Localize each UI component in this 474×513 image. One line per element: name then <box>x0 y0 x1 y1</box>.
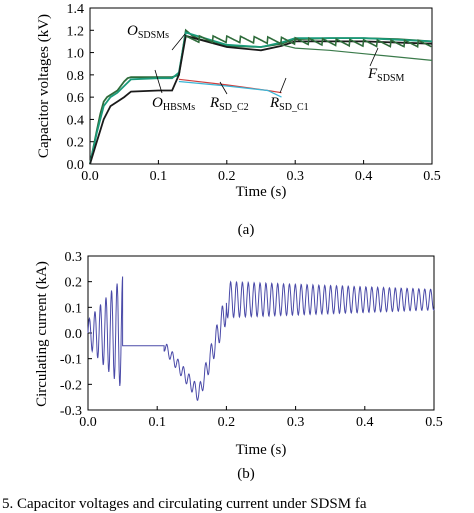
panel-a-ticks: 0.0 0.1 0.2 0.3 0.4 0.5 0.0 0.2 0.4 0.6 0.8 1.0 1.2 1… <box>67 2 441 184</box>
x-tick-label: 0.2 <box>218 169 236 184</box>
panel-a-series-line <box>178 80 282 98</box>
panel-b-ticks: 0.0 0.1 0.2 0.3 0.4 0.5 0.3 0.2 0.1 0.0 -0.1 -0.2 -0… <box>60 250 443 430</box>
x-tick-label: 0.5 <box>423 169 441 184</box>
panel-a-series-line <box>281 44 433 61</box>
annotation-leaders <box>154 33 379 95</box>
panel-a-series-line <box>89 34 433 165</box>
y-tick-label: 0.0 <box>67 158 85 173</box>
y-tick-label: 0.3 <box>65 250 83 265</box>
x-tick-label: 0.0 <box>81 169 99 184</box>
y-tick-label: 1.0 <box>67 47 85 62</box>
annotation-r-sd-c1: RSD_C1 <box>269 95 309 113</box>
y-tick-label: 0.2 <box>67 136 85 151</box>
y-tick-label: -0.1 <box>60 353 82 368</box>
x-tick-label: 0.4 <box>355 169 373 184</box>
y-tick-label: 0.1 <box>65 301 83 316</box>
y-tick-label: -0.3 <box>60 404 82 419</box>
panel-a-series-line <box>89 31 433 165</box>
panel-b: 0.0 0.1 0.2 0.3 0.4 0.5 0.3 0.2 0.1 0.0 -0.1 -0.2 -0… <box>34 250 443 482</box>
annotation-f-sdsm: FSDSM <box>367 66 405 84</box>
panel-b-label: (b) <box>237 466 255 482</box>
panel-a-plot-frame <box>89 7 433 165</box>
annotation-r-sd-c2: RSD_C2 <box>209 95 249 113</box>
y-tick-label: 0.8 <box>67 69 85 84</box>
figure-caption: 5. Capacitor voltages and circulating cu… <box>2 496 367 512</box>
panel-a: 0.0 0.1 0.2 0.3 0.4 0.5 0.0 0.2 0.4 0.6 0.8 1.0 1.2 1… <box>36 2 441 238</box>
x-tick-label: 0.1 <box>148 415 166 430</box>
panel-b-plot-frame <box>87 255 435 411</box>
x-tick-label: 0.5 <box>425 415 443 430</box>
panel-b-series <box>87 276 435 401</box>
x-tick-label: 0.2 <box>218 415 236 430</box>
panel-a-ripple-line <box>185 34 432 49</box>
panel-b-series-line <box>87 276 435 401</box>
y-tick-label: 1.4 <box>67 2 85 17</box>
y-tick-label: 0.6 <box>67 91 85 106</box>
panel-a-series <box>89 28 433 165</box>
panel-a-label: (a) <box>238 222 255 238</box>
x-tick-label: 0.3 <box>287 415 305 430</box>
panel-b-x-axis-label: Time (s) <box>236 442 287 458</box>
panel-a-y-axis-label: Capacitor voltages (kV) <box>36 14 52 158</box>
y-tick-label: 1.2 <box>67 24 85 39</box>
y-tick-label: 0.2 <box>65 276 83 291</box>
x-tick-label: 0.4 <box>356 415 374 430</box>
x-tick-label: 0.1 <box>150 169 168 184</box>
x-tick-label: 0.3 <box>286 169 304 184</box>
annotation-o-sdsms: OSDSMs <box>127 23 169 41</box>
y-tick-label: 0.0 <box>65 327 83 342</box>
panel-a-x-axis-label: Time (s) <box>236 184 287 200</box>
y-tick-label: 0.4 <box>67 113 85 128</box>
annotation-o-hbsms: OHBSMs <box>152 95 195 113</box>
panel-b-y-axis-label: Circulating current (kA) <box>34 261 50 407</box>
y-tick-label: -0.2 <box>60 378 82 393</box>
x-tick-label: 0.0 <box>79 415 97 430</box>
